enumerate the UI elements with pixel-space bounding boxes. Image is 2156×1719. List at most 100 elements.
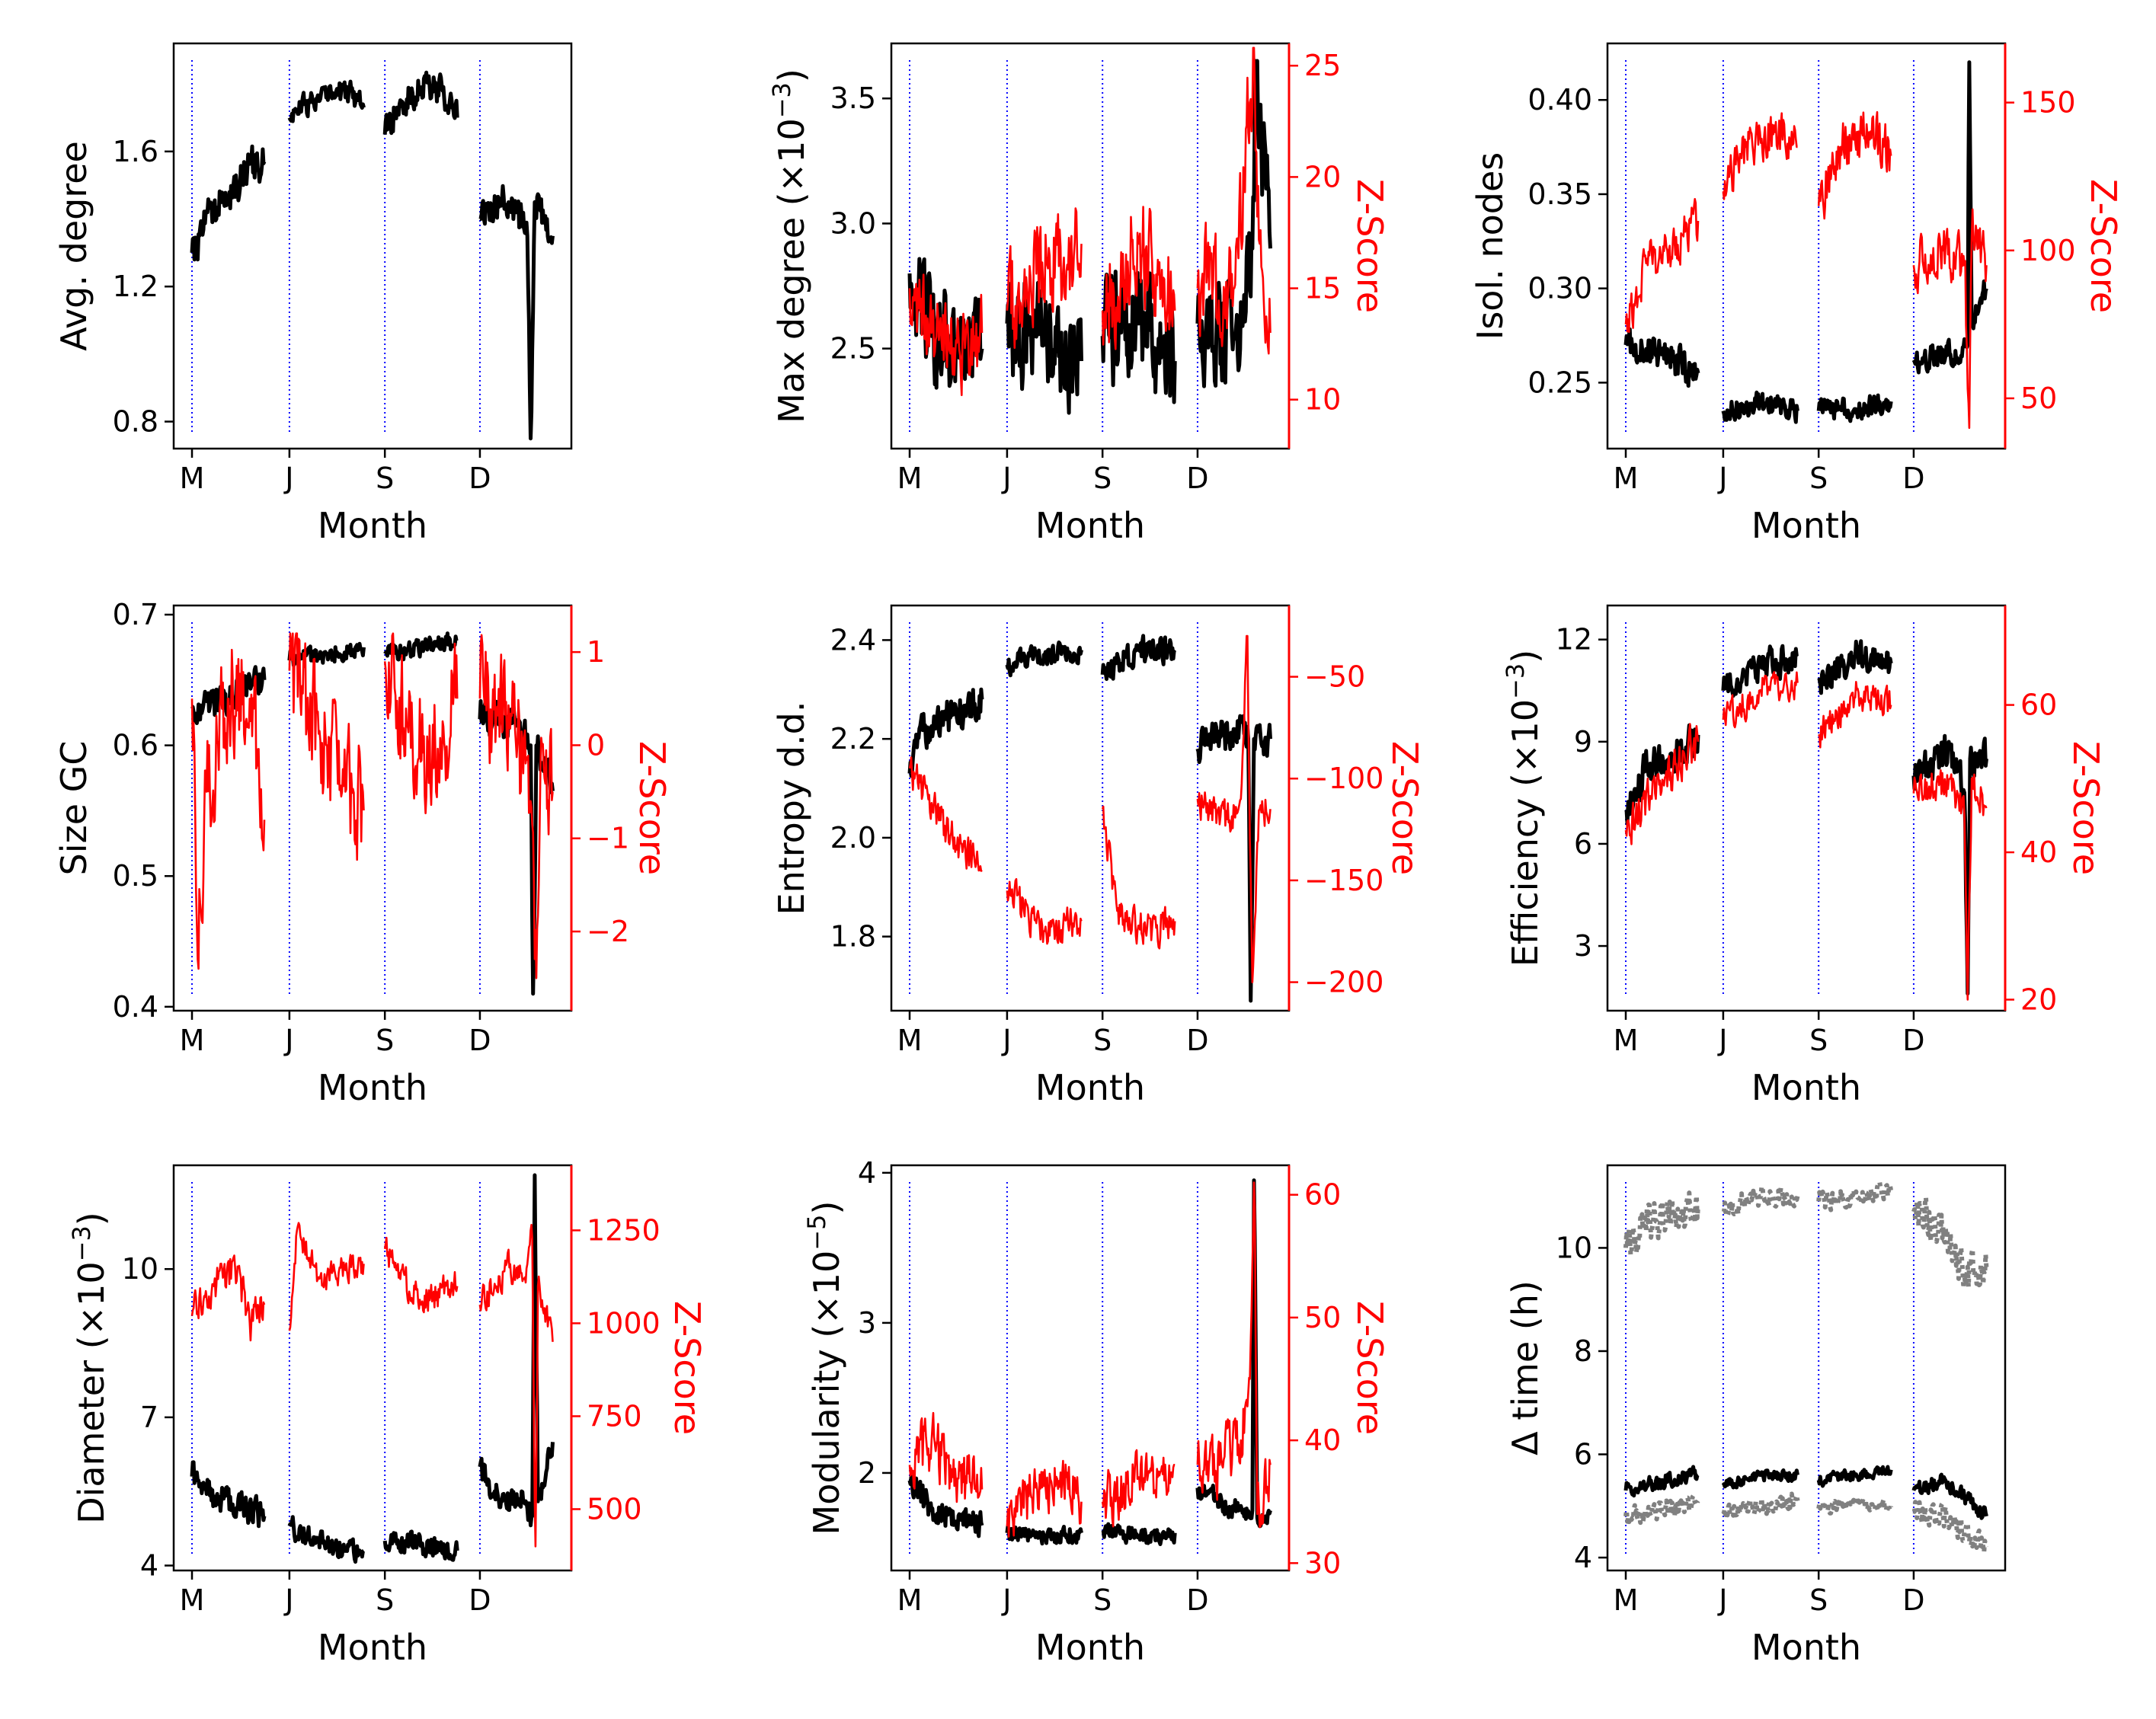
- x-tick-label: D: [469, 462, 491, 495]
- y2-tick-label: 40: [1304, 1423, 1341, 1457]
- x-tick-label: J: [1001, 1024, 1011, 1057]
- y2-tick-label: −50: [1304, 660, 1365, 694]
- y-axis-title: Modularity (×10−5): [802, 1201, 847, 1535]
- series-z-score-seg-3: [1912, 208, 1988, 430]
- y2-tick-label: 10: [1304, 383, 1341, 417]
- series-z-score-seg-0: [908, 756, 983, 872]
- x-tick-label: S: [1093, 1583, 1112, 1617]
- x-axis-title: Month: [318, 505, 427, 546]
- x-tick-label: D: [1902, 1024, 1924, 1057]
- y-tick-label: 0.30: [1527, 272, 1592, 305]
- y2-tick-label: 0: [587, 728, 605, 762]
- y2-tick-label: 50: [1304, 1301, 1341, 1334]
- series-z-score-seg-3: [1196, 634, 1272, 983]
- y-tick-label: 0.35: [1527, 177, 1592, 211]
- y2-axis-title: Z-Score: [2065, 741, 2106, 875]
- x-tick-label: S: [376, 1583, 394, 1617]
- series-modularity-seg-2: [1101, 1522, 1177, 1546]
- series-z-score-seg-2: [383, 632, 459, 815]
- series-avg-degree-seg-1: [287, 79, 366, 123]
- x-tick-label: M: [180, 462, 205, 495]
- y2-tick-label: 60: [2020, 689, 2057, 722]
- panel-efficiency: 3 6 9 12 20 40 60Z-Score M J S D Month Efficiency (×…: [1501, 604, 2106, 1108]
- series-efficiency-seg-3: [1911, 733, 1988, 996]
- series-isol-nodes-seg-2: [1816, 393, 1893, 423]
- x-tick-label: D: [1186, 1024, 1208, 1057]
- y-tick-label: 9: [1574, 725, 1592, 759]
- y-tick-label: 0.5: [113, 859, 158, 893]
- y-axis-title: Diameter (×10−3): [67, 1212, 112, 1524]
- y-tick-label: 0.40: [1527, 83, 1592, 117]
- x-tick-label: J: [283, 1583, 293, 1617]
- series-z-score-seg-0: [908, 1411, 984, 1503]
- y2-axis-title: Z-Score: [632, 741, 673, 875]
- y-tick-label: 2.0: [830, 821, 876, 855]
- y-tick-label: 0.25: [1527, 366, 1592, 399]
- series-avg-degree-seg-0: [190, 144, 267, 262]
- series-z-score-seg-3: [478, 1223, 554, 1548]
- series-z-score-seg-3: [1196, 46, 1272, 355]
- x-tick-label: D: [1186, 462, 1208, 495]
- y2-tick-label: 15: [1304, 272, 1341, 305]
- y-tick-label: 12: [1556, 623, 1592, 657]
- y-axis-title: Size GC: [53, 741, 94, 876]
- series-delta-time-upper-seg-0: [1623, 1190, 1700, 1257]
- series-diameter-seg-3: [478, 1173, 555, 1528]
- x-tick-label: M: [897, 462, 923, 495]
- x-tick-label: M: [180, 1583, 205, 1617]
- series-delta-time-lower-seg-2: [1816, 1496, 1894, 1516]
- series-z-score-seg-1: [1722, 112, 1798, 200]
- series-delta-time-seg-1: [1721, 1468, 1799, 1490]
- x-tick-label: J: [1001, 1583, 1011, 1617]
- series-z-score-seg-2: [1101, 805, 1176, 950]
- y2-tick-label: −150: [1304, 864, 1383, 897]
- panel-modularity: 2 3 4 30 40 50 60 Z-Score M J S D Month Modularity (×…: [802, 1156, 1390, 1668]
- y2-tick-label: −1: [587, 822, 629, 855]
- series-z-score-seg-0: [190, 1254, 266, 1342]
- y2-tick-label: 500: [587, 1492, 642, 1526]
- x-tick-label: M: [897, 1024, 923, 1057]
- y-axis-title: Isol. nodes: [1470, 152, 1511, 340]
- x-tick-label: S: [1809, 1024, 1828, 1057]
- series-z-score-seg-1: [288, 1222, 365, 1331]
- series-diameter-seg-2: [382, 1529, 459, 1562]
- series-isol-nodes-seg-3: [1911, 60, 1988, 375]
- y2-tick-label: 20: [1304, 160, 1341, 193]
- series-isol-nodes-seg-1: [1721, 390, 1799, 424]
- y2-tick-label: −2: [587, 915, 629, 948]
- panel-size-gc: 0.4 0.5 0.6 0.7 −2 −1 0 1 Z-Score M J S D Month Size G…: [53, 598, 673, 1108]
- x-tick-label: S: [1809, 1583, 1828, 1617]
- panel-delta-time: 4 6 8 10 M J S D Month Δ time (h): [1505, 1164, 2007, 1668]
- axes-frame: [890, 42, 1291, 450]
- y-tick-label: 0.8: [113, 405, 158, 439]
- x-tick-label: J: [283, 462, 293, 495]
- series-delta-time-lower-seg-0: [1623, 1494, 1700, 1526]
- y-axis-title: Efficiency (×10−3): [1501, 650, 1546, 967]
- y-tick-label: 2.2: [830, 722, 876, 756]
- panel-avg-degree: 0.8 1.2 1.6 M J S D Month Avg. degree: [53, 42, 573, 546]
- y2-tick-label: 30: [1304, 1546, 1341, 1580]
- x-tick-label: J: [1717, 1024, 1727, 1057]
- series-z-score-seg-1: [288, 632, 365, 861]
- y2-tick-label: −100: [1304, 762, 1383, 795]
- x-tick-label: J: [1717, 462, 1727, 495]
- series-z-score-seg-2: [1818, 680, 1892, 749]
- x-axis-title: Month: [1035, 1067, 1145, 1108]
- series-avg-degree-seg-3: [478, 184, 555, 441]
- series-z-score-seg-1: [1006, 877, 1083, 945]
- y2-tick-label: 50: [2020, 382, 2057, 415]
- x-tick-label: D: [469, 1024, 491, 1057]
- x-axis-title: Month: [318, 1627, 427, 1668]
- series-z-score-seg-3: [478, 634, 554, 979]
- x-tick-label: J: [1717, 1583, 1727, 1617]
- y2-tick-label: 1000: [587, 1306, 661, 1340]
- y2-axis-title: Z-Score: [1349, 1301, 1390, 1435]
- series-modularity-seg-1: [1005, 1524, 1083, 1546]
- y2-tick-label: 750: [587, 1399, 642, 1433]
- y-tick-label: 3: [858, 1306, 876, 1340]
- y2-tick-label: −200: [1304, 966, 1383, 999]
- y-tick-label: 2.5: [830, 332, 876, 366]
- x-axis-title: Month: [1751, 1627, 1861, 1668]
- series-entropy-dd-seg-2: [1100, 634, 1177, 681]
- x-axis-title: Month: [1035, 1627, 1145, 1668]
